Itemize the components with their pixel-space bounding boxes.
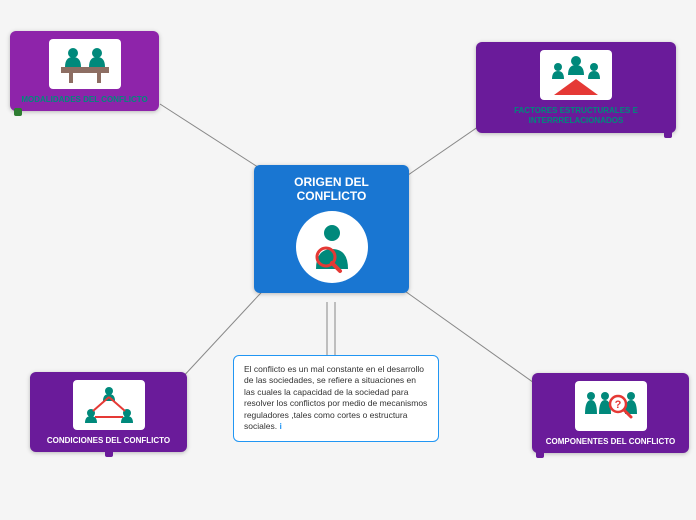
child-label: FACTORES ESTRUCTURALES E INTERRRELACIONA… [484,106,668,127]
leader-group-icon [540,50,612,100]
expand-dot-icon[interactable] [664,130,672,138]
child-label: COMPONENTES DEL CONFLICTO [540,437,681,447]
people-table-icon [49,39,121,89]
central-node[interactable]: ORIGEN DEL CONFLICTO [254,165,409,293]
child-node-condiciones[interactable]: CONDICIONES DEL CONFLICTO [30,372,187,452]
expand-dot-icon[interactable] [105,449,113,457]
central-title: ORIGEN DEL CONFLICTO [268,175,395,203]
child-label: MODALIDADES DEL CONFLICTO [18,95,151,105]
svg-text:?: ? [614,399,621,411]
child-node-componentes[interactable]: ? COMPONENTES DEL CONFLICTO [532,373,689,453]
description-box: El conflicto es un mal constante en el d… [233,355,439,442]
triangle-group-icon [73,380,145,430]
description-text: El conflicto es un mal constante en el d… [244,364,427,431]
child-node-factores[interactable]: FACTORES ESTRUCTURALES E INTERRRELACIONA… [476,42,676,133]
child-node-modalidades[interactable]: MODALIDADES DEL CONFLICTO [10,31,159,111]
expand-dot-icon[interactable] [14,108,22,116]
person-search-icon [296,211,368,283]
people-search-icon: ? [575,381,647,431]
expand-dot-icon[interactable] [536,450,544,458]
child-label: CONDICIONES DEL CONFLICTO [38,436,179,446]
mindmap-canvas: ORIGEN DEL CONFLICTO El conflicto es un … [0,0,696,520]
description-more-icon[interactable]: i [279,421,281,431]
